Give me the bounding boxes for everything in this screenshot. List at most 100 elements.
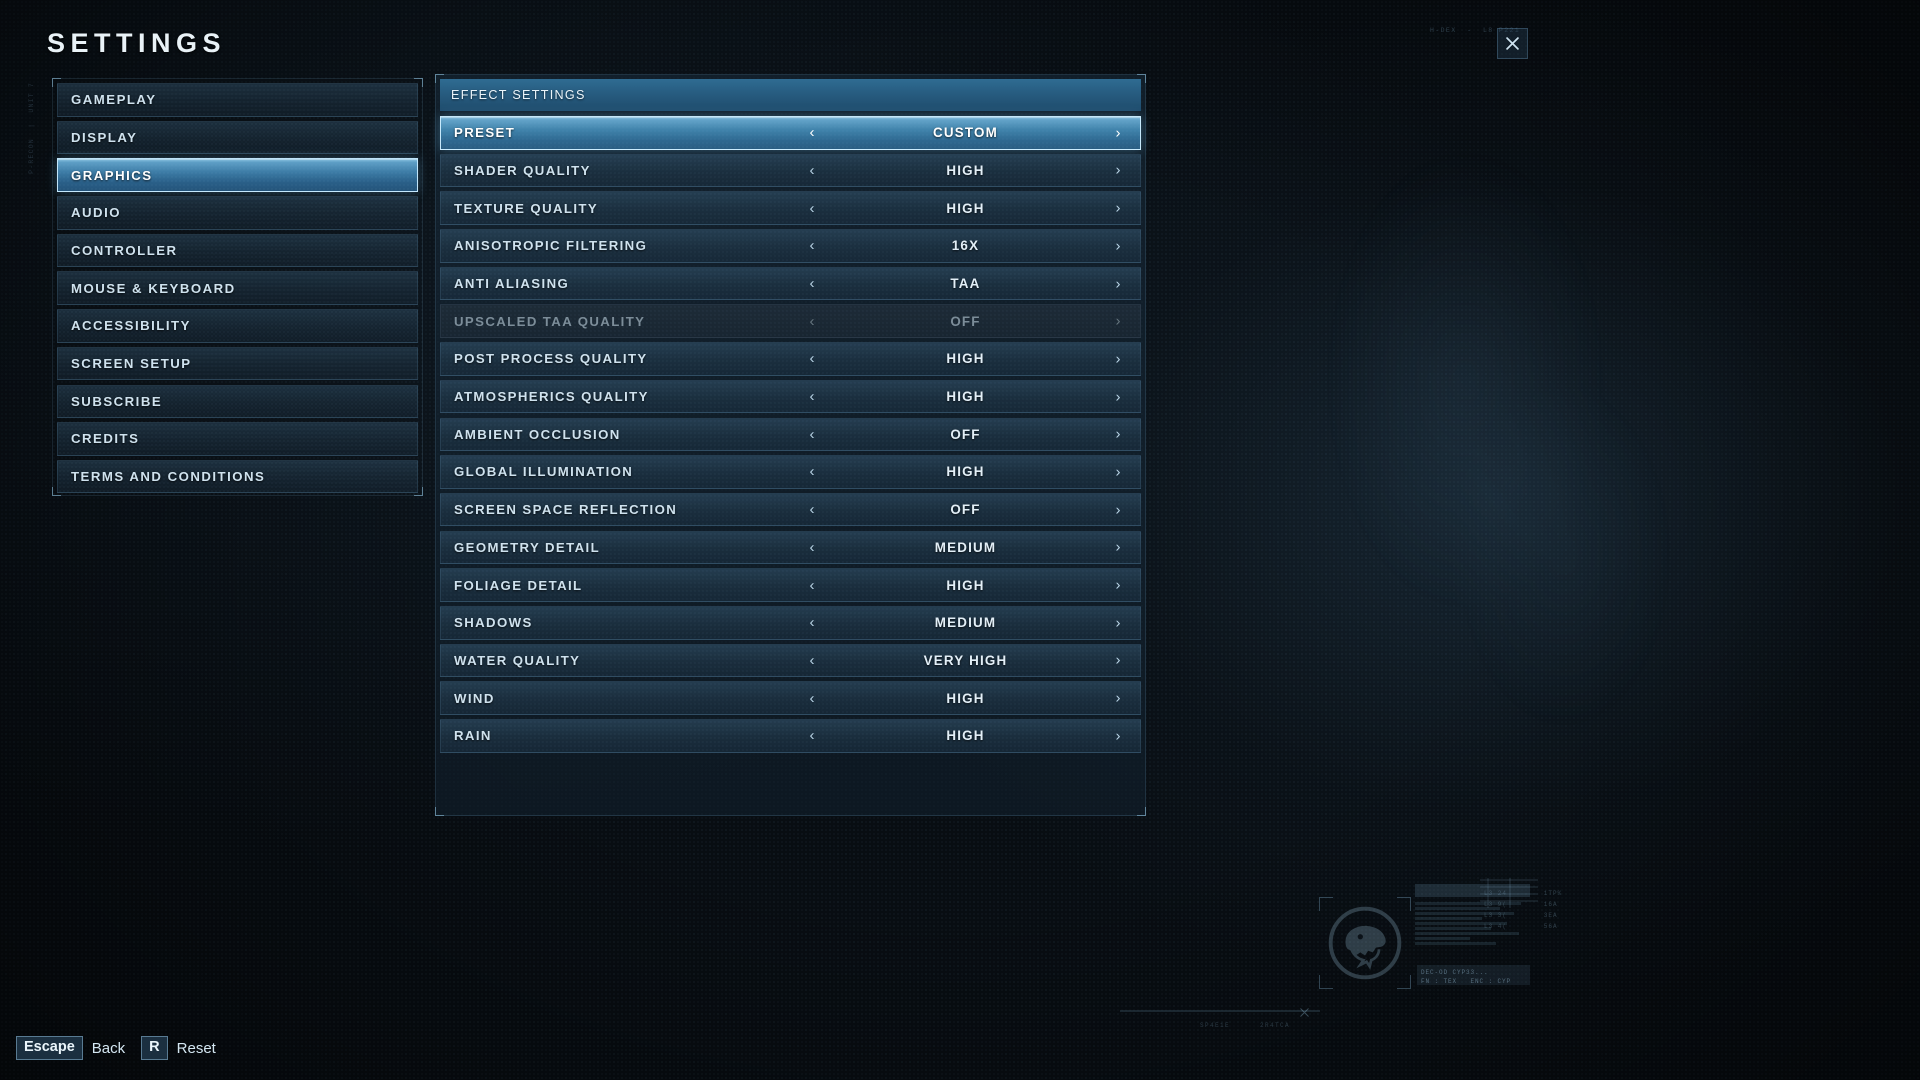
setting-row-shadows[interactable]: SHADOWS ‹ MEDIUM ›: [440, 605, 1141, 640]
hud-grid-decor: [1480, 878, 1538, 908]
sidebar-item-audio[interactable]: AUDIO: [57, 196, 418, 230]
setting-row-rain[interactable]: RAIN ‹ HIGH ›: [440, 719, 1141, 753]
increment-arrow-icon[interactable]: ›: [1115, 275, 1121, 293]
setting-row-atmospherics-quality[interactable]: ATMOSPHERICS QUALITY ‹ HIGH ›: [440, 379, 1141, 414]
increment-arrow-icon: ›: [1115, 312, 1121, 330]
decrement-arrow-icon[interactable]: ‹: [809, 199, 815, 217]
setting-label: FOLIAGE DETAIL: [454, 577, 583, 593]
setting-label: GEOMETRY DETAIL: [454, 539, 601, 555]
setting-row-geometry-detail[interactable]: GEOMETRY DETAIL ‹ MEDIUM ›: [440, 530, 1141, 565]
increment-arrow-icon[interactable]: ›: [1115, 388, 1121, 406]
sidebar-item-accessibility[interactable]: ACCESSIBILITY: [57, 309, 418, 343]
sidebar-item-graphics[interactable]: GRAPHICS: [57, 158, 418, 192]
setting-label: RAIN: [454, 728, 492, 744]
decrement-arrow-icon: ‹: [809, 312, 815, 330]
increment-arrow-icon[interactable]: ›: [1115, 614, 1121, 632]
decrement-arrow-icon[interactable]: ‹: [809, 689, 815, 707]
sidebar-item-label: MOUSE & KEYBOARD: [71, 280, 236, 296]
hud-lines-panel: [1415, 902, 1530, 986]
close-button[interactable]: [1497, 28, 1528, 59]
sidebar-item-terms-and-conditions[interactable]: TERMS AND CONDITIONS: [57, 459, 418, 494]
setting-row-ambient-occlusion[interactable]: AMBIENT OCCLUSION ‹ OFF ›: [440, 417, 1141, 452]
sidebar-item-credits[interactable]: CREDITS: [57, 422, 418, 456]
setting-row-screen-space-reflection[interactable]: SCREEN SPACE REFLECTION ‹ OFF ›: [440, 492, 1141, 527]
increment-arrow-icon[interactable]: ›: [1115, 237, 1121, 255]
setting-row-water-quality[interactable]: WATER QUALITY ‹ VERY HIGH ›: [440, 643, 1141, 678]
setting-row-anti-aliasing[interactable]: ANTI ALIASING ‹ TAA ›: [440, 266, 1141, 301]
increment-arrow-icon[interactable]: ›: [1115, 727, 1121, 745]
decrement-arrow-icon[interactable]: ‹: [809, 237, 815, 255]
increment-arrow-icon[interactable]: ›: [1115, 161, 1121, 179]
setting-label: POST PROCESS QUALITY: [454, 351, 648, 367]
decrement-arrow-icon[interactable]: ‹: [809, 425, 815, 443]
setting-value: VERY HIGH: [923, 652, 1008, 668]
increment-arrow-icon[interactable]: ›: [1115, 199, 1121, 217]
hud-bottom-text: SP4E1E 2R4TCA: [1200, 1022, 1291, 1029]
decrement-arrow-icon[interactable]: ‹: [809, 501, 815, 519]
setting-value: OFF: [950, 426, 981, 442]
setting-label: WIND: [454, 690, 495, 706]
setting-row-upscaled-taa-quality: UPSCALED TAA QUALITY ‹ OFF ›: [440, 304, 1141, 339]
logo-corner-top-left: [1319, 897, 1333, 911]
setting-row-anisotropic-filtering[interactable]: ANISOTROPIC FILTERING ‹ 16X ›: [440, 229, 1141, 263]
setting-row-texture-quality[interactable]: TEXTURE QUALITY ‹ HIGH ›: [440, 191, 1141, 225]
setting-label: ANISOTROPIC FILTERING: [454, 238, 648, 254]
decrement-arrow-icon[interactable]: ‹: [809, 614, 815, 632]
panel-corner-top-right: [1137, 74, 1146, 83]
setting-value: OFF: [950, 502, 981, 518]
increment-arrow-icon[interactable]: ›: [1115, 350, 1121, 368]
increment-arrow-icon[interactable]: ›: [1115, 538, 1121, 556]
increment-arrow-icon[interactable]: ›: [1115, 651, 1121, 669]
frame-corner-bottom-right: [414, 487, 423, 496]
setting-label: ATMOSPHERICS QUALITY: [454, 389, 649, 405]
setting-value: HIGH: [946, 200, 985, 216]
settings-panel: EFFECT SETTINGS PRESET ‹ CUSTOM › SHADER QUA…: [435, 74, 1146, 816]
increment-arrow-icon[interactable]: ›: [1115, 576, 1121, 594]
settings-row-list: PRESET ‹ CUSTOM › SHADER QUALITY ‹ HIGH › TEXTUR…: [440, 116, 1141, 753]
decrement-arrow-icon[interactable]: ‹: [809, 161, 815, 179]
sidebar-item-label: CONTROLLER: [71, 243, 178, 258]
increment-arrow-icon[interactable]: ›: [1115, 425, 1121, 443]
sidebar-item-controller[interactable]: CONTROLLER: [57, 233, 418, 268]
setting-value: HIGH: [946, 690, 985, 706]
setting-value: HIGH: [946, 728, 985, 744]
sidebar-item-screen-setup[interactable]: SCREEN SETUP: [57, 346, 418, 381]
decrement-arrow-icon[interactable]: ‹: [809, 124, 815, 142]
sidebar-item-label: CREDITS: [71, 431, 140, 447]
increment-arrow-icon[interactable]: ›: [1115, 689, 1121, 707]
decrement-arrow-icon[interactable]: ‹: [809, 538, 815, 556]
decrement-arrow-icon[interactable]: ‹: [809, 463, 815, 481]
increment-arrow-icon[interactable]: ›: [1115, 124, 1121, 142]
page-title: SETTINGS: [47, 28, 227, 58]
setting-label: AMBIENT OCCLUSION: [454, 426, 621, 442]
sidebar-item-gameplay[interactable]: GAMEPLAY: [57, 83, 418, 117]
setting-label: PRESET: [454, 125, 516, 141]
decrement-arrow-icon[interactable]: ‹: [809, 576, 815, 594]
setting-row-wind[interactable]: WIND ‹ HIGH ›: [440, 681, 1141, 715]
selection-bracket-bottom-left: [60, 182, 67, 189]
sidebar-item-label: AUDIO: [71, 205, 121, 221]
setting-value: HIGH: [946, 351, 985, 367]
setting-row-preset[interactable]: PRESET ‹ CUSTOM ›: [440, 116, 1141, 150]
footer-key-reset[interactable]: R: [141, 1036, 168, 1060]
decrement-arrow-icon[interactable]: ‹: [809, 651, 815, 669]
footer-key-back[interactable]: Escape: [16, 1036, 83, 1060]
increment-arrow-icon[interactable]: ›: [1115, 501, 1121, 519]
decrement-arrow-icon[interactable]: ‹: [809, 388, 815, 406]
sidebar-item-display[interactable]: DISPLAY: [57, 120, 418, 155]
decrement-arrow-icon[interactable]: ‹: [809, 275, 815, 293]
setting-row-global-illumination[interactable]: GLOBAL ILLUMINATION ‹ HIGH ›: [440, 455, 1141, 489]
sidebar-item-label: GRAPHICS: [71, 167, 153, 183]
decrement-arrow-icon[interactable]: ‹: [809, 727, 815, 745]
setting-label: GLOBAL ILLUMINATION: [454, 464, 634, 480]
decrement-arrow-icon[interactable]: ‹: [809, 350, 815, 368]
sidebar-item-label: GAMEPLAY: [71, 92, 157, 108]
setting-row-foliage-detail[interactable]: FOLIAGE DETAIL ‹ HIGH ›: [440, 568, 1141, 602]
increment-arrow-icon[interactable]: ›: [1115, 463, 1121, 481]
sidebar: GAMEPLAY DISPLAY GRAPHICS AUDIO CONTROLLER MO…: [52, 78, 423, 496]
hud-status-table: L3 24 1TP% L3 9( 16A L3 3( 3EA L3 4( 56A: [1484, 890, 1563, 931]
setting-row-post-process-quality[interactable]: POST PROCESS QUALITY ‹ HIGH ›: [440, 342, 1141, 376]
sidebar-item-subscribe[interactable]: SUBSCRIBE: [57, 384, 418, 418]
setting-row-shader-quality[interactable]: SHADER QUALITY ‹ HIGH ›: [440, 153, 1141, 188]
sidebar-item-mouse-keyboard[interactable]: MOUSE & KEYBOARD: [57, 271, 418, 305]
